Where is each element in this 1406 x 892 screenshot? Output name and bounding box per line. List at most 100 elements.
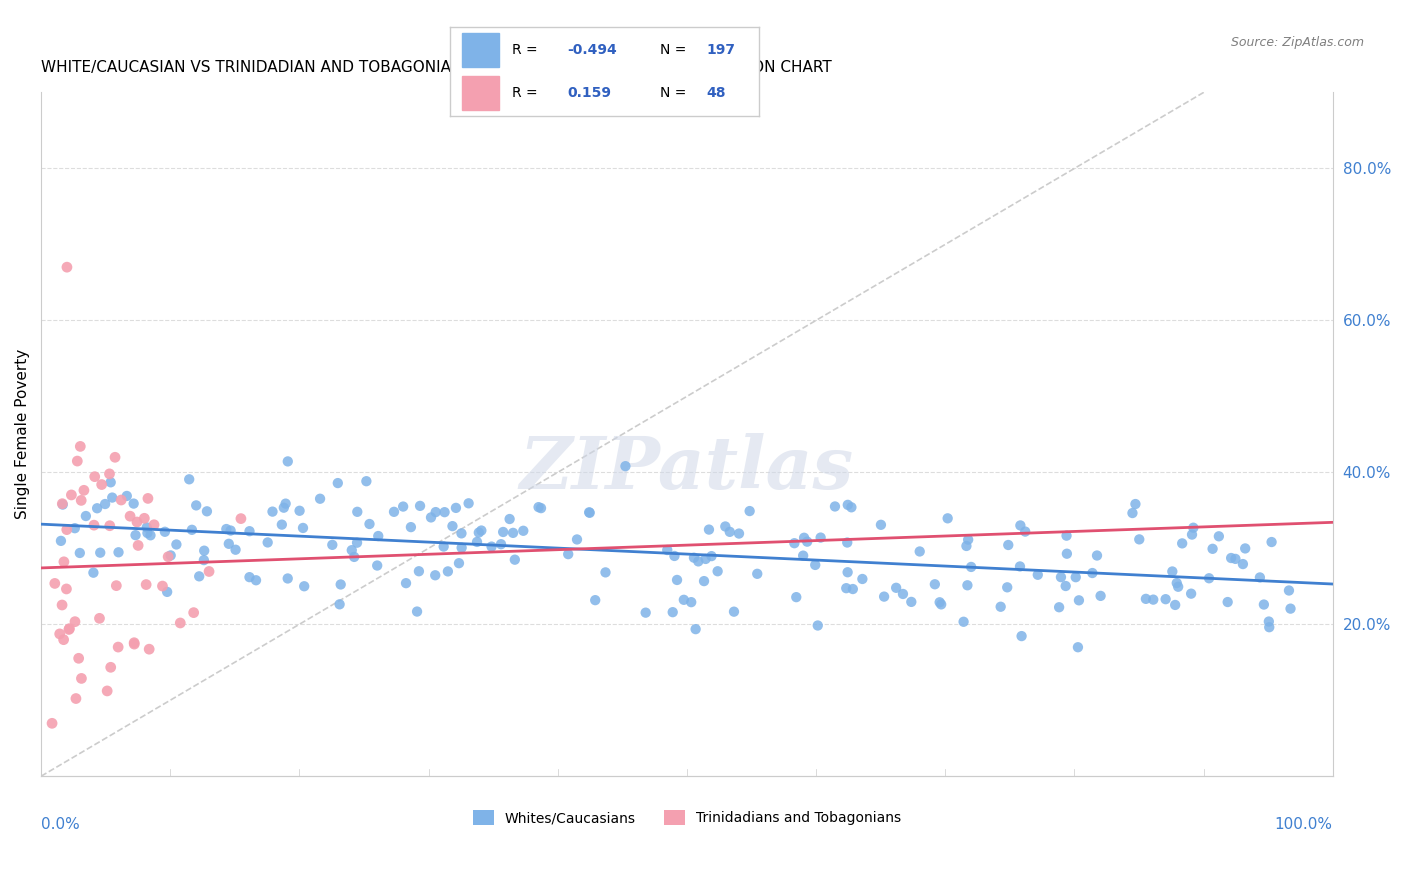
Point — [634, 606, 657, 620]
Point — [470, 524, 492, 538]
Text: 197: 197 — [707, 43, 735, 57]
Point — [1171, 536, 1194, 550]
Point — [139, 528, 162, 542]
Point — [104, 450, 127, 465]
Point — [578, 505, 600, 519]
Point — [225, 542, 247, 557]
Point — [406, 605, 429, 619]
Text: 0.0%: 0.0% — [41, 817, 80, 832]
Point — [425, 505, 447, 519]
Point — [955, 539, 977, 553]
Point — [75, 508, 97, 523]
Point — [1067, 593, 1090, 607]
Point — [900, 595, 922, 609]
Point — [1216, 595, 1239, 609]
Point — [134, 511, 156, 525]
Point — [215, 522, 238, 536]
Point — [465, 535, 488, 549]
Point — [1011, 629, 1033, 643]
Text: 100.0%: 100.0% — [1275, 817, 1333, 832]
Point — [100, 660, 122, 674]
Point — [288, 504, 311, 518]
Point — [997, 538, 1019, 552]
Point — [990, 599, 1012, 614]
Point — [793, 531, 815, 545]
Point — [441, 519, 464, 533]
Point — [58, 622, 80, 636]
Point — [661, 605, 683, 619]
Point — [683, 550, 706, 565]
Point — [122, 637, 145, 651]
Point — [512, 524, 534, 538]
Point — [195, 504, 218, 518]
Point — [346, 535, 368, 549]
Point — [63, 521, 86, 535]
Point — [115, 489, 138, 503]
Point — [188, 569, 211, 583]
Point — [135, 520, 157, 534]
Text: -0.494: -0.494 — [568, 43, 617, 57]
Point — [714, 519, 737, 533]
Point — [120, 509, 142, 524]
Point — [728, 526, 751, 541]
Text: ZIPatlas: ZIPatlas — [520, 433, 853, 504]
Point — [55, 582, 77, 596]
Point — [356, 474, 378, 488]
Point — [664, 549, 686, 563]
Point — [100, 475, 122, 490]
Bar — [463, 33, 499, 67]
Point — [340, 543, 363, 558]
Point — [1257, 615, 1279, 629]
Point — [437, 565, 460, 579]
Point — [153, 524, 176, 539]
Point — [51, 598, 73, 612]
Point — [105, 579, 128, 593]
Point — [1014, 524, 1036, 539]
Point — [165, 537, 187, 551]
Point — [1161, 565, 1184, 579]
Point — [1249, 570, 1271, 584]
Point — [125, 515, 148, 529]
Point — [503, 552, 526, 566]
Point — [614, 459, 637, 474]
Point — [578, 506, 600, 520]
Point — [1260, 535, 1282, 549]
Point — [1047, 600, 1070, 615]
Point — [86, 501, 108, 516]
Point — [841, 500, 863, 515]
Point — [908, 544, 931, 558]
Point — [44, 576, 66, 591]
Point — [89, 611, 111, 625]
Point — [837, 566, 859, 580]
Point — [447, 556, 470, 570]
Point — [157, 549, 180, 564]
Point — [256, 535, 278, 549]
Point — [457, 496, 479, 510]
Point — [492, 524, 515, 539]
Point — [292, 521, 315, 535]
Point — [936, 511, 959, 525]
Point — [891, 587, 914, 601]
Point — [681, 595, 703, 609]
Y-axis label: Single Female Poverty: Single Female Poverty — [15, 349, 30, 519]
Point — [824, 500, 846, 514]
Point — [69, 439, 91, 453]
Point — [688, 554, 710, 568]
Point — [956, 578, 979, 592]
Point — [382, 505, 405, 519]
Point — [929, 598, 952, 612]
Point — [884, 581, 907, 595]
Point — [706, 564, 728, 578]
Point — [169, 615, 191, 630]
Point — [807, 618, 830, 632]
Point — [851, 572, 873, 586]
Point — [143, 517, 166, 532]
Point — [122, 497, 145, 511]
Point — [395, 576, 418, 591]
Text: 48: 48 — [707, 86, 725, 100]
Point — [595, 566, 617, 580]
Point — [1253, 598, 1275, 612]
Point — [326, 476, 349, 491]
Point — [135, 577, 157, 591]
Point — [837, 498, 859, 512]
